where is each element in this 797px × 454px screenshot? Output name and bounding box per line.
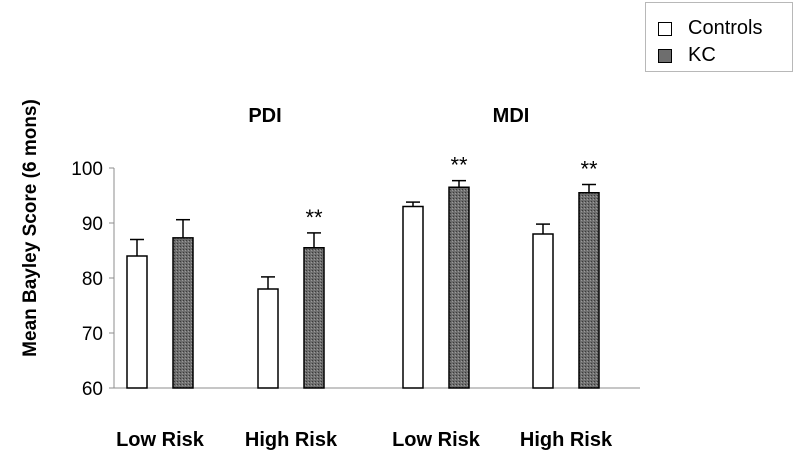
significance-marker-2: ** <box>580 157 598 182</box>
plot-area: 60 70 80 90 100 Low Risk High Risk Low Risk High… <box>71 105 640 451</box>
category-label-3: High Risk <box>520 429 613 451</box>
group-label-pdi: PDI <box>248 105 281 127</box>
bar-kc-0 <box>172 237 194 389</box>
y-tick-label-100: 100 <box>71 159 103 180</box>
bar-kc-3 <box>578 192 600 389</box>
legend-label-kc: KC <box>688 44 716 66</box>
y-tick-label-60: 60 <box>82 379 103 400</box>
y-tick-label-80: 80 <box>82 269 103 290</box>
bar-kc-2 <box>448 186 470 389</box>
bar-controls-2 <box>402 205 424 389</box>
y-axis-label: Mean Bayley Score (6 mons) <box>20 99 41 357</box>
y-tick-label-90: 90 <box>82 214 103 235</box>
legend-swatch-controls <box>658 21 672 36</box>
category-label-0: Low Risk <box>116 429 205 451</box>
legend-swatch-kc <box>658 48 672 63</box>
legend-item-controls: Controls <box>658 17 762 40</box>
category-label-1: High Risk <box>245 429 338 451</box>
significance-marker-0: ** <box>305 205 323 230</box>
bar-controls-3 <box>532 233 554 389</box>
bar-controls-1 <box>257 288 279 389</box>
group-label-mdi: MDI <box>493 105 530 127</box>
y-tick-label-70: 70 <box>82 324 103 345</box>
bar-kc-1 <box>303 247 325 389</box>
legend-item-kc: KC <box>658 44 716 67</box>
significance-marker-1: ** <box>450 153 468 178</box>
legend: Controls KC <box>645 2 793 72</box>
bar-controls-0 <box>126 255 148 389</box>
category-label-2: Low Risk <box>392 429 481 451</box>
legend-label-controls: Controls <box>688 17 763 39</box>
